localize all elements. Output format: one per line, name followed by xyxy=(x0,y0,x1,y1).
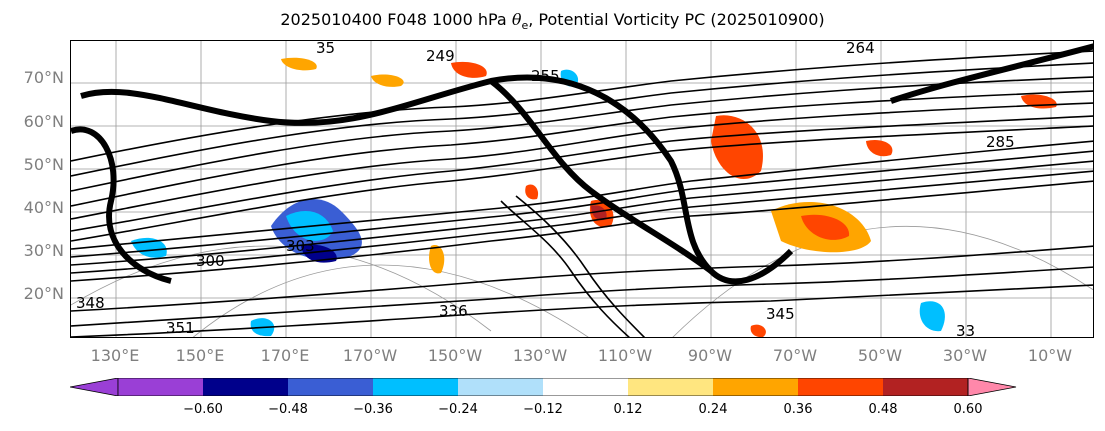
lat-label: 40°N xyxy=(23,198,64,217)
lon-label: 50°W xyxy=(857,346,903,365)
title-suffix: , Potential Vorticity PC (2025010900) xyxy=(528,10,825,29)
colorbar-cell xyxy=(713,378,798,396)
theta-contours xyxy=(71,50,1093,337)
colorbar-tick: 0.48 xyxy=(868,402,898,417)
map-panel: 249 264 255 285 303 300 336 345 351 348 … xyxy=(70,40,1094,338)
title-theta-sub: e xyxy=(521,19,529,33)
lon-label: 130°W xyxy=(512,346,568,365)
colorbar-cell xyxy=(118,378,203,396)
contour-label: 264 xyxy=(846,41,875,57)
contour-label: 345 xyxy=(766,305,795,323)
colorbar-tick: −0.24 xyxy=(438,402,478,417)
lat-label: 50°N xyxy=(23,155,64,174)
lat-label: 30°N xyxy=(23,241,64,260)
colorbar-tick: −0.12 xyxy=(523,402,563,417)
lat-label: 70°N xyxy=(23,68,64,87)
lat-label: 60°N xyxy=(23,112,64,131)
lat-label: 20°N xyxy=(23,284,64,303)
colorbar-cell xyxy=(543,378,628,396)
colorbar-cell xyxy=(883,378,968,396)
colorbar-outline xyxy=(117,378,969,396)
contour-label: 336 xyxy=(439,302,468,320)
lon-label: 170°W xyxy=(342,346,398,365)
lon-label: 70°W xyxy=(772,346,818,365)
colorbar-cells xyxy=(70,378,1017,396)
contour-label: 33 xyxy=(956,322,975,338)
contour-label: 35 xyxy=(316,41,335,57)
lon-label: 170°E xyxy=(260,346,310,365)
colorbar-extension-high xyxy=(967,378,1017,396)
colorbar-cell xyxy=(628,378,713,396)
contour-label: 285 xyxy=(986,133,1015,151)
contour-label: 249 xyxy=(426,47,455,65)
contour-label: 300 xyxy=(196,252,225,270)
chart-title: 2025010400 F048 1000 hPa θe, Potential V… xyxy=(0,10,1105,32)
lon-label: 10°W xyxy=(1027,346,1073,365)
title-theta: θ xyxy=(511,10,522,29)
front-contours xyxy=(71,43,1093,285)
colorbar-extension-low xyxy=(70,378,119,396)
lon-label: 110°W xyxy=(597,346,653,365)
contour-label: 348 xyxy=(76,294,105,312)
contour-label: 255 xyxy=(531,67,560,85)
lon-label: 150°W xyxy=(427,346,483,365)
lon-label: 30°W xyxy=(942,346,988,365)
colorbar-cell xyxy=(798,378,883,396)
colorbar-cell xyxy=(373,378,458,396)
colorbar-tick: −0.48 xyxy=(268,402,308,417)
map-svg: 249 264 255 285 303 300 336 345 351 348 … xyxy=(71,41,1093,338)
colorbar-tick: 0.36 xyxy=(783,402,813,417)
pv-shading xyxy=(131,57,1057,337)
colorbar-cell xyxy=(203,378,288,396)
contour-label: 351 xyxy=(166,319,195,337)
colorbar-tick: −0.36 xyxy=(353,402,393,417)
contour-label: 303 xyxy=(286,237,315,255)
colorbar-tick: 0.24 xyxy=(698,402,728,417)
colorbar-cell xyxy=(458,378,543,396)
colorbar-tick: 0.12 xyxy=(613,402,643,417)
lon-label: 130°E xyxy=(90,346,140,365)
colorbar-tick: 0.60 xyxy=(953,402,983,417)
colorbar xyxy=(70,378,1017,396)
title-prefix: 2025010400 F048 1000 hPa xyxy=(280,10,512,29)
lon-label: 150°E xyxy=(175,346,225,365)
lon-label: 90°W xyxy=(687,346,733,365)
colorbar-tick: −0.60 xyxy=(183,402,223,417)
colorbar-cell xyxy=(288,378,373,396)
